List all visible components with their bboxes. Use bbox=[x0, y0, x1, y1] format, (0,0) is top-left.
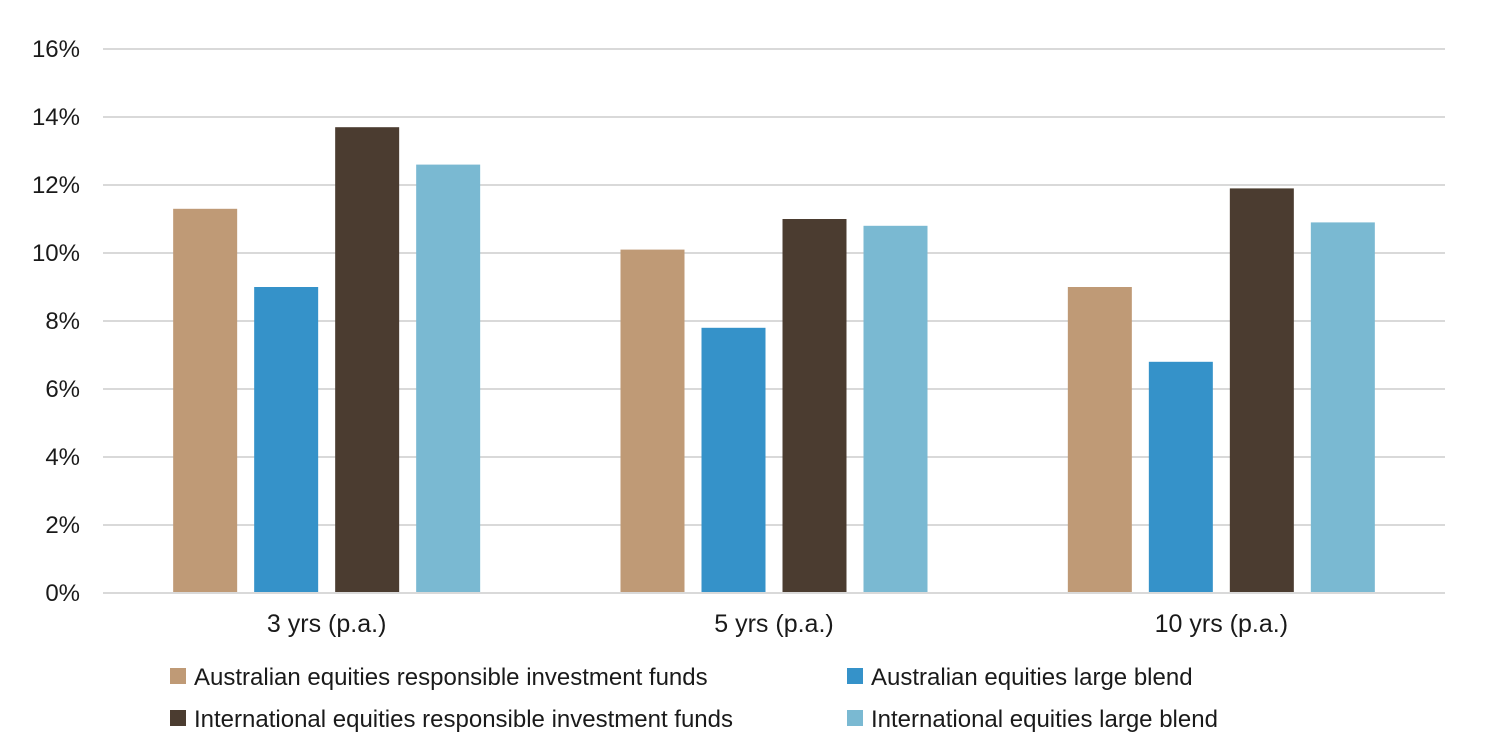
legend-swatch bbox=[847, 668, 863, 684]
y-tick-label: 8% bbox=[45, 308, 80, 335]
bar bbox=[782, 219, 847, 593]
legend-item: Australian equities responsible investme… bbox=[170, 664, 708, 691]
bar bbox=[701, 327, 766, 593]
x-category-label: 3 yrs (p.a.) bbox=[267, 610, 386, 638]
gridlines bbox=[103, 48, 1445, 526]
bar bbox=[335, 127, 400, 593]
y-tick-label: 0% bbox=[45, 580, 80, 607]
legend-label: Australian equities responsible investme… bbox=[194, 664, 708, 691]
bar bbox=[173, 208, 238, 594]
legend-swatch bbox=[170, 668, 186, 684]
legend: Australian equities responsible investme… bbox=[170, 664, 1218, 733]
bar bbox=[863, 225, 928, 594]
bar bbox=[416, 164, 481, 593]
bar bbox=[1148, 361, 1213, 593]
bar bbox=[1067, 287, 1132, 593]
legend-label: Australian equities large blend bbox=[871, 664, 1193, 691]
legend-swatch bbox=[847, 710, 863, 726]
bar bbox=[1229, 188, 1294, 593]
legend-label: International equities large blend bbox=[871, 706, 1218, 733]
y-tick-label: 6% bbox=[45, 376, 80, 403]
legend-item: Australian equities large blend bbox=[847, 664, 1193, 691]
legend-label: International equities responsible inves… bbox=[194, 706, 733, 733]
y-tick-label: 12% bbox=[32, 172, 80, 199]
bar bbox=[1310, 222, 1375, 593]
legend-item: International equities responsible inves… bbox=[170, 706, 733, 733]
x-category-label: 10 yrs (p.a.) bbox=[1155, 610, 1288, 638]
y-tick-label: 2% bbox=[45, 512, 80, 539]
x-axis-category-labels: 3 yrs (p.a.) 5 yrs (p.a.) 10 yrs (p.a.) bbox=[267, 610, 1288, 638]
bars bbox=[173, 127, 1375, 594]
legend-swatch bbox=[170, 710, 186, 726]
y-tick-label: 16% bbox=[32, 36, 80, 63]
y-tick-label: 14% bbox=[32, 104, 80, 131]
y-tick-label: 10% bbox=[32, 240, 80, 267]
x-category-label: 5 yrs (p.a.) bbox=[714, 610, 833, 638]
legend-item: International equities large blend bbox=[847, 706, 1218, 733]
bar bbox=[254, 287, 319, 593]
bar bbox=[620, 249, 685, 593]
y-tick-label: 4% bbox=[45, 444, 80, 471]
y-axis-tick-labels: 0% 2% 4% 6% 8% 10% 12% 14% 16% bbox=[32, 36, 80, 607]
